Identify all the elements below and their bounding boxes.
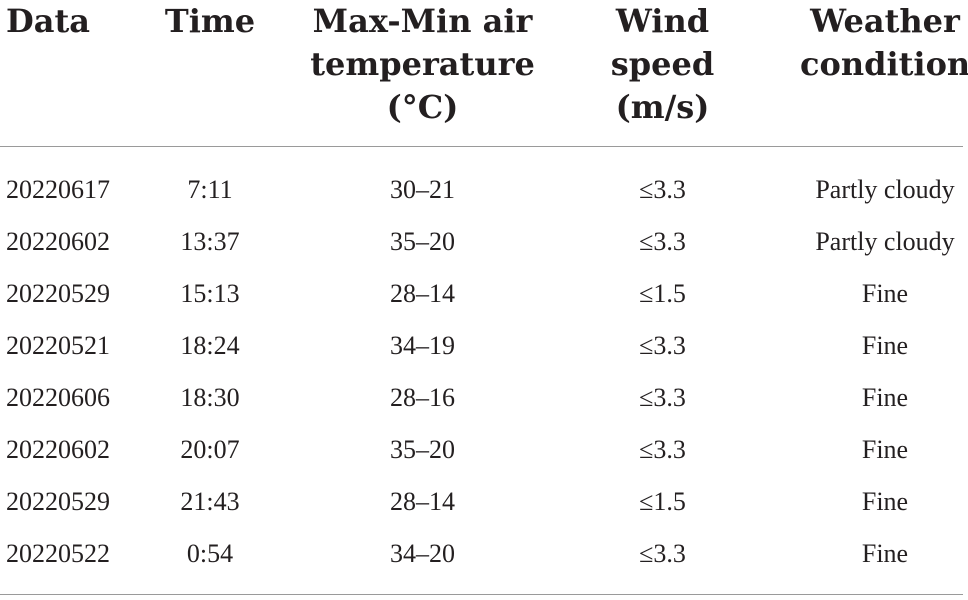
header-temperature: Max-Min air temperature (°C) [300, 0, 545, 129]
cell-weather-condition: Fine [861, 383, 909, 412]
table-row: 20220529 21:43 28–14 ≤1.5 Fine [0, 476, 968, 528]
header-temperature-line-2: temperature [310, 45, 535, 83]
cell-date: 20220602 [6, 435, 110, 464]
cell-date: 20220602 [6, 227, 110, 256]
cell-temperature: 28–16 [390, 383, 455, 412]
header-wind-line-2: speed [610, 45, 715, 83]
table-row: 20220529 15:13 28–14 ≤1.5 Fine [0, 268, 968, 320]
header-data: Data [6, 0, 90, 43]
cell-date: 20220617 [6, 175, 110, 204]
table-row: 20220617 7:11 30–21 ≤3.3 Partly cloudy [0, 164, 968, 216]
cell-date: 20220521 [6, 331, 110, 360]
cell-wind-speed: ≤3.3 [639, 331, 686, 360]
table-body: 20220617 7:11 30–21 ≤3.3 Partly cloudy 202206… [0, 164, 968, 580]
cell-wind-speed: ≤3.3 [639, 539, 686, 568]
cell-temperature: 28–14 [390, 279, 455, 308]
cell-date: 20220522 [6, 539, 110, 568]
cell-wind-speed: ≤1.5 [639, 487, 686, 516]
header-wind-line-3: (m/s) [615, 88, 710, 126]
cell-weather-condition: Partly cloudy [815, 175, 955, 204]
cell-wind-speed: ≤3.3 [639, 435, 686, 464]
header-weather-condition: Weather condition [800, 0, 968, 86]
header-temperature-line-3: (°C) [386, 88, 459, 126]
cell-date: 20220606 [6, 383, 110, 412]
cell-time: 21:43 [180, 487, 240, 516]
cell-wind-speed: ≤3.3 [639, 383, 686, 412]
header-divider [0, 146, 963, 147]
cell-time: 20:07 [180, 435, 240, 464]
header-wind-speed: Wind speed (m/s) [590, 0, 735, 129]
cell-time: 18:30 [180, 383, 240, 412]
cell-weather-condition: Fine [861, 435, 909, 464]
cell-wind-speed: ≤3.3 [639, 175, 686, 204]
cell-temperature: 34–19 [390, 331, 455, 360]
cell-temperature: 34–20 [390, 539, 455, 568]
table-row: 20220602 20:07 35–20 ≤3.3 Fine [0, 424, 968, 476]
table-bottom-rule [0, 594, 963, 595]
cell-time: 0:54 [186, 539, 234, 568]
header-condition-line-2: condition [800, 45, 968, 83]
cell-time: 7:11 [187, 175, 233, 204]
cell-weather-condition: Fine [861, 487, 909, 516]
cell-temperature: 35–20 [390, 227, 455, 256]
cell-date: 20220529 [6, 487, 110, 516]
table-row: 20220522 0:54 34–20 ≤3.3 Fine [0, 528, 968, 580]
header-wind-line-1: Wind [615, 2, 710, 40]
cell-temperature: 28–14 [390, 487, 455, 516]
header-data-line: Data [6, 2, 90, 40]
cell-temperature: 35–20 [390, 435, 455, 464]
cell-weather-condition: Partly cloudy [815, 227, 955, 256]
header-time: Time [140, 0, 280, 43]
cell-time: 18:24 [180, 331, 240, 360]
cell-wind-speed: ≤1.5 [639, 279, 686, 308]
cell-weather-condition: Fine [861, 279, 909, 308]
cell-weather-condition: Fine [861, 331, 909, 360]
cell-wind-speed: ≤3.3 [639, 227, 686, 256]
cell-time: 13:37 [180, 227, 240, 256]
header-condition-line-1: Weather [810, 2, 960, 40]
table-row: 20220606 18:30 28–16 ≤3.3 Fine [0, 372, 968, 424]
cell-weather-condition: Fine [861, 539, 909, 568]
header-temperature-line-1: Max-Min air [312, 2, 533, 40]
cell-date: 20220529 [6, 279, 110, 308]
cell-time: 15:13 [180, 279, 240, 308]
table-row: 20220521 18:24 34–19 ≤3.3 Fine [0, 320, 968, 372]
table-row: 20220602 13:37 35–20 ≤3.3 Partly cloudy [0, 216, 968, 268]
header-time-line: Time [164, 2, 256, 40]
cell-temperature: 30–21 [390, 175, 455, 204]
